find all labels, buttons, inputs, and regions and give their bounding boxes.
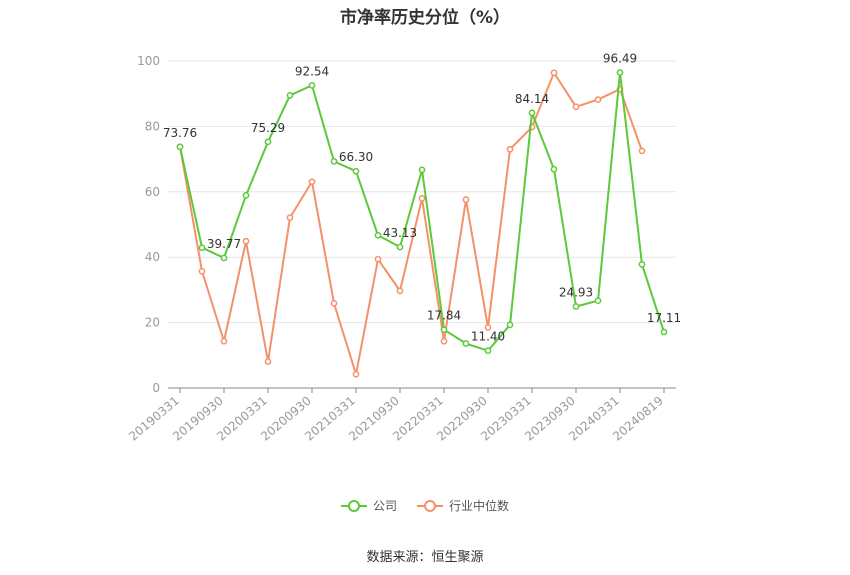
data-label-company: 43.13 — [383, 226, 417, 240]
legend-label-industry-median: 行业中位数 — [449, 499, 510, 513]
data-label-company: 92.54 — [295, 64, 329, 78]
data-point-industry-median — [264, 358, 272, 365]
data-label-company: 17.11 — [647, 311, 681, 325]
data-point-company — [352, 167, 360, 175]
y-tick-label: 40 — [145, 250, 160, 264]
legend-swatch-industry-median — [417, 499, 443, 513]
data-point-company — [374, 231, 382, 239]
data-point-company — [308, 82, 316, 89]
data-label-company: 24.93 — [559, 285, 593, 299]
data-point-company — [198, 244, 206, 252]
series-line-company — [179, 71, 665, 352]
data-point-industry-median — [484, 324, 492, 331]
data-label-company: 66.30 — [339, 150, 373, 164]
data-point-company — [660, 328, 668, 336]
data-point-industry-median — [418, 194, 426, 202]
data-label-company: 73.76 — [163, 126, 197, 140]
legend-item-company[interactable]: 公司 — [340, 497, 397, 514]
data-point-industry-median — [374, 255, 382, 263]
data-point-industry-median — [352, 370, 360, 378]
source-note: 数据来源：恒生聚源 — [366, 550, 484, 565]
legend-item-industry-median[interactable]: 行业中位数 — [417, 497, 509, 514]
data-point-company — [440, 326, 448, 334]
y-tick-label: 20 — [145, 316, 160, 330]
data-point-industry-median — [286, 214, 294, 221]
data-point-company — [550, 165, 558, 173]
data-point-company — [528, 109, 536, 117]
data-label-company: 96.49 — [603, 51, 637, 65]
label-layer: 73.76 39.77 75.29 92.54 66.30 43.13 17.84 11.40… — [163, 51, 681, 343]
data-point-industry-median — [550, 69, 558, 77]
data-point-company — [176, 143, 184, 151]
data-point-industry-median — [220, 337, 228, 345]
data-point-company — [396, 243, 404, 251]
data-point-company — [572, 303, 580, 310]
data-point-industry-median — [638, 147, 646, 155]
y-tick-label: 0 — [152, 381, 160, 395]
legend-label-company: 公司 — [372, 499, 397, 513]
data-point-company — [506, 321, 514, 329]
data-point-company — [330, 158, 338, 165]
data-label-company: 39.77 — [207, 237, 241, 251]
y-tick-label: 60 — [145, 185, 160, 199]
data-label-company: 11.40 — [471, 330, 505, 344]
y-tick-label: 80 — [145, 119, 160, 133]
data-point-industry-median — [396, 287, 404, 295]
data-point-company — [418, 166, 426, 174]
data-point-industry-median — [330, 299, 338, 307]
data-point-industry-median — [594, 96, 602, 103]
data-point-company — [264, 138, 272, 146]
data-label-company: 84.14 — [515, 92, 549, 106]
data-point-industry-median — [198, 267, 206, 275]
data-point-company — [242, 192, 250, 199]
legend-swatch-company — [340, 499, 367, 513]
data-point-industry-median — [242, 237, 250, 245]
chart-legend: 公司 行业中位数 — [0, 497, 850, 514]
data-point-industry-median — [506, 145, 514, 153]
data-label-company: 17.84 — [427, 309, 461, 323]
chart-title: 市净率历史分位（%） — [339, 8, 511, 28]
data-point-company — [594, 297, 602, 305]
data-point-company — [616, 69, 624, 76]
data-label-company: 75.29 — [251, 121, 285, 135]
data-point-company — [638, 261, 646, 268]
data-point-industry-median — [572, 103, 580, 111]
data-point-industry-median — [462, 196, 470, 203]
series-layer — [176, 69, 668, 378]
grid-layer — [168, 60, 676, 324]
data-point-company — [484, 347, 492, 355]
data-point-company — [462, 340, 470, 347]
data-point-industry-median — [440, 337, 448, 345]
data-point-company — [286, 91, 294, 99]
series-line-industry-median — [179, 71, 643, 376]
y-tick-label: 100 — [137, 54, 160, 68]
data-point-industry-median — [308, 178, 316, 186]
data-point-company — [220, 254, 228, 262]
